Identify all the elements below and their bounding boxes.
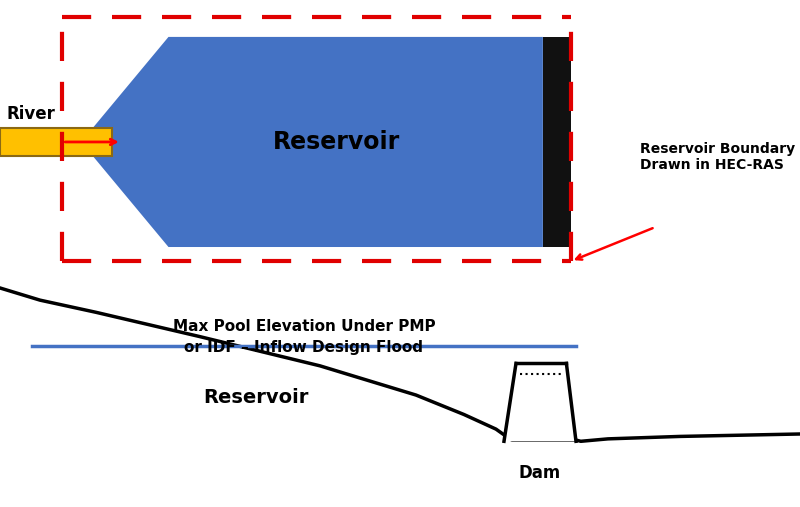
Text: Reservoir: Reservoir [274, 130, 401, 154]
Text: River: River [6, 104, 55, 123]
Text: Max Pool Elevation Under PMP: Max Pool Elevation Under PMP [173, 319, 435, 335]
Text: Dam: Dam [519, 464, 561, 482]
Text: Reservoir Boundary
Drawn in HEC-RAS: Reservoir Boundary Drawn in HEC-RAS [640, 142, 795, 172]
Bar [543, 37, 571, 247]
Polygon shape [81, 37, 543, 247]
Bar [0, 128, 112, 156]
Text: or IDF – Inflow Design Flood: or IDF – Inflow Design Flood [185, 340, 423, 355]
Text: Reservoir: Reservoir [203, 388, 309, 407]
Polygon shape [504, 364, 576, 441]
